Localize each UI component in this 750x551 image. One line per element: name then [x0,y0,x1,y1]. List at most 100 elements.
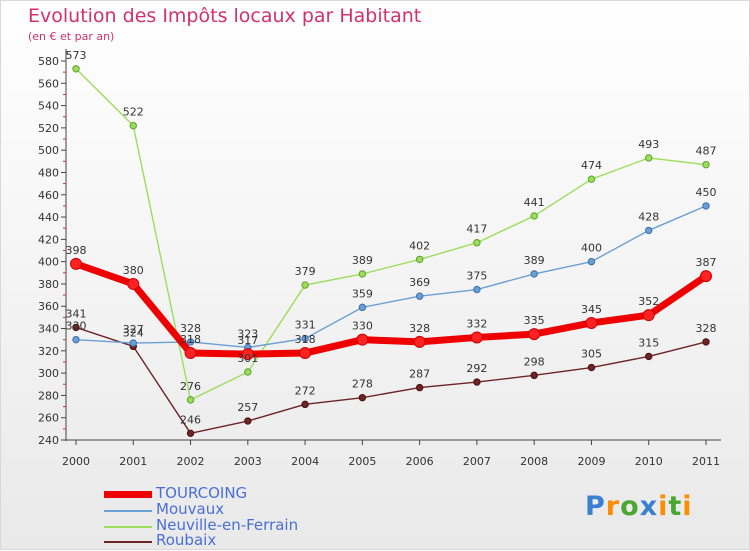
data-label: 301 [237,352,258,365]
data-label: 257 [237,401,258,414]
data-label: 352 [638,295,659,308]
data-label: 369 [409,276,430,289]
data-point [72,335,80,344]
data-label: 287 [409,368,430,381]
data-label: 450 [696,186,717,199]
data-point [413,335,426,348]
y-tick-label: 480 [38,166,59,179]
logo-letter: t [668,491,683,522]
data-label: 389 [524,254,545,267]
data-point [700,270,712,283]
logo-letter: r [605,491,621,522]
y-tick-label: 400 [38,256,59,269]
data-label: 328 [409,322,430,335]
data-label: 298 [524,355,545,368]
data-label: 330 [352,320,373,333]
logo-letter: P [585,491,606,522]
logo-letter: i [658,491,669,522]
data-label: 318 [180,333,201,346]
data-label: 246 [180,413,201,426]
data-point [645,352,653,361]
data-label: 400 [581,242,602,255]
data-point [244,417,252,425]
data-label: 398 [66,244,87,257]
data-point [642,309,655,322]
legend-label-roubaix: Roubaix [156,531,217,549]
data-label: 331 [295,319,316,332]
data-label: 332 [466,317,487,330]
data-label: 573 [66,49,87,62]
legend-label-tourcoing: TOURCOING [156,484,248,502]
data-label: 323 [237,327,258,340]
data-point [530,212,538,220]
data-label: 328 [696,322,717,335]
series-line-neuville-en-ferrain [75,68,707,401]
y-tick-label: 520 [38,122,59,135]
data-label: 359 [352,287,373,300]
y-tick-label: 240 [38,434,59,447]
data-point [702,160,710,169]
y-tick-label: 500 [38,144,59,157]
data-point [299,347,312,360]
data-point [358,393,367,402]
y-tick-label: 340 [38,323,59,336]
data-label: 375 [466,270,487,283]
data-label: 276 [180,380,201,393]
data-point [473,285,481,294]
data-point [186,429,195,438]
data-label: 441 [524,196,545,209]
y-tick-label: 380 [38,278,59,291]
data-point [301,400,309,409]
data-point [702,202,710,210]
legend-swatch-tourcoing [104,491,152,498]
proxiti-logo: Proxiti [585,491,693,522]
data-label: 389 [352,254,373,267]
legend-swatch-roubaix [104,541,152,543]
data-label: 341 [66,307,87,320]
legend-label-mouvaux: Mouvaux [156,500,225,518]
data-label: 328 [180,322,201,335]
x-tick-label: 2010 [635,455,663,468]
data-label: 522 [123,106,144,119]
x-tick-label: 2011 [692,455,720,468]
data-label: 417 [466,223,487,236]
data-point [473,378,481,386]
data-point [184,347,197,360]
data-label: 402 [409,239,430,252]
y-tick-label: 360 [38,300,59,313]
data-point [301,334,309,343]
data-label: 330 [66,320,87,333]
y-tick-label: 420 [38,233,59,246]
data-point [585,316,598,329]
data-point [186,338,195,346]
data-point [127,277,140,290]
x-tick-label: 2002 [177,455,205,468]
y-tick-label: 300 [38,367,59,380]
y-tick-label: 580 [38,55,59,68]
y-tick-label: 560 [38,77,59,90]
x-tick-label: 2004 [291,455,319,468]
data-label: 292 [466,362,487,375]
data-point [587,175,596,183]
data-point [72,65,80,73]
data-label: 335 [524,314,545,327]
data-point [356,333,369,346]
legend-swatch-mouvaux [104,510,152,512]
logo-letter: i [682,491,693,522]
x-tick-label: 2000 [62,455,90,468]
data-point [415,255,424,264]
data-point [301,281,309,289]
x-tick-label: 2007 [463,455,491,468]
data-label: 428 [638,210,659,223]
x-tick-label: 2006 [406,455,434,468]
data-label: 315 [638,336,659,349]
data-label: 474 [581,159,602,172]
y-tick-label: 320 [38,345,59,358]
legend-swatch-neuville [104,526,152,528]
x-tick-label: 2005 [348,455,376,468]
data-label: 380 [123,264,144,277]
data-point [645,154,653,162]
series-line-roubaix [75,326,707,435]
y-tick-label: 280 [38,389,59,402]
